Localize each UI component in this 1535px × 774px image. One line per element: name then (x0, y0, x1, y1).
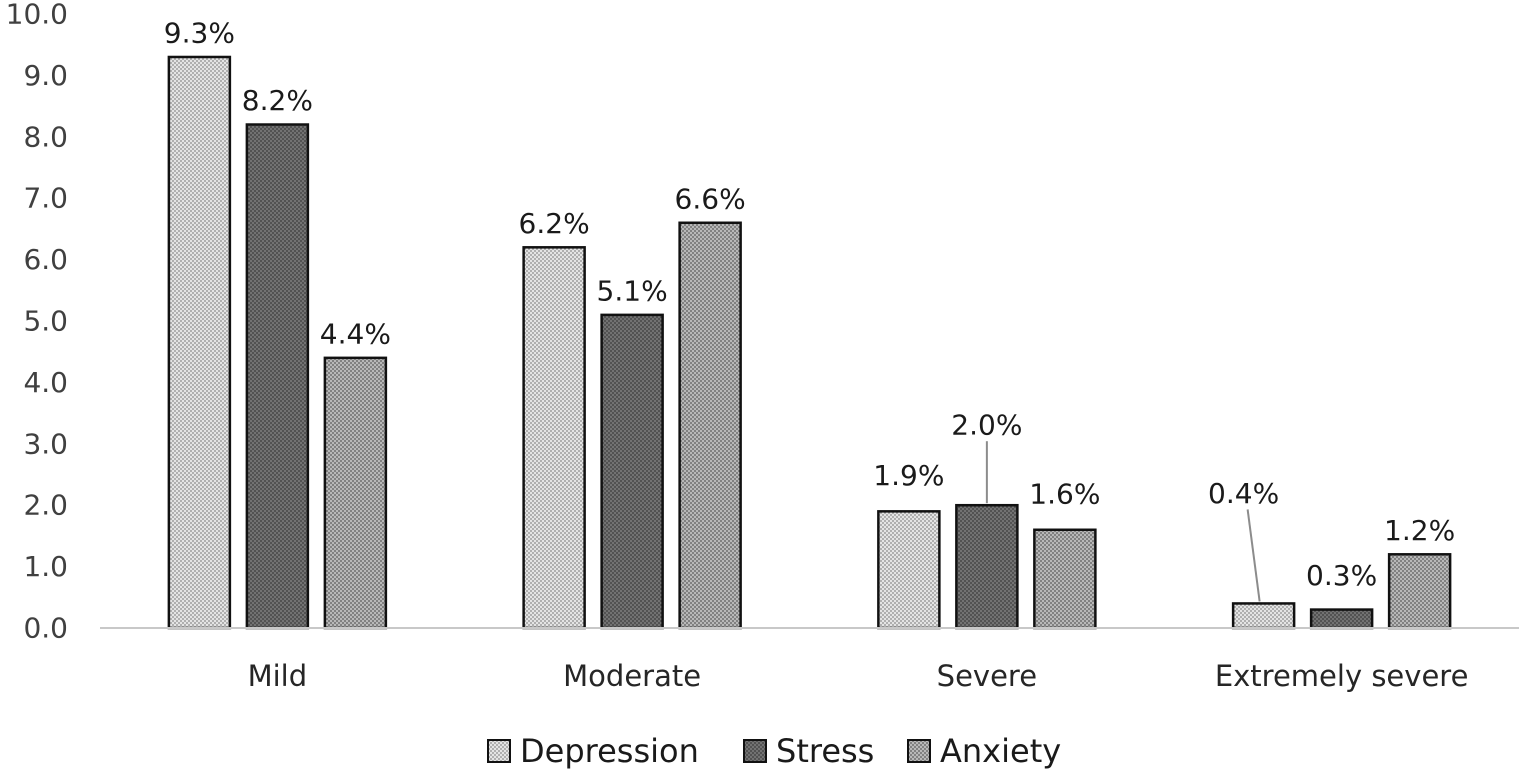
bars (167, 55, 1452, 630)
x-tick-label: Moderate (563, 659, 701, 693)
y-tick-label: 4.0 (23, 366, 68, 399)
leader-line (1246, 509, 1261, 602)
bar-depression (167, 55, 232, 630)
data-label: 2.0% (951, 409, 1022, 442)
data-label: 0.4% (1208, 477, 1279, 510)
x-tick-label: Extremely severe (1215, 659, 1469, 693)
data-label: 1.2% (1384, 514, 1455, 547)
legend-label-depression: Depression (520, 732, 699, 770)
y-tick-label: 6.0 (23, 243, 68, 276)
bar-depression (522, 246, 586, 630)
legend-label-anxiety: Anxiety (940, 732, 1061, 770)
x-tick-label: Mild (248, 659, 308, 693)
leader-lines (985, 441, 1261, 602)
y-tick-label: 10.0 (6, 0, 68, 31)
bar-stress (245, 123, 310, 630)
y-axis: 0.0 1.0 2.0 3.0 4.0 5.0 6.0 7.0 8.0 9.0 10.0 (6, 0, 68, 645)
data-label: 6.2% (519, 207, 590, 240)
data-label: 4.4% (320, 317, 391, 350)
bar-anxiety (1387, 553, 1452, 630)
bar-depression (1231, 602, 1296, 630)
legend-label-stress: Stress (776, 732, 874, 770)
data-label: 1.6% (1029, 477, 1100, 510)
y-tick-label: 9.0 (23, 59, 68, 92)
data-label: 6.6% (675, 182, 746, 215)
bar-stress (600, 313, 664, 630)
bar-stress (1309, 608, 1374, 630)
y-tick-label: 7.0 (23, 182, 68, 215)
data-labels: 9.3% 8.2% 4.4% 6.2% 5.1% 6.6% 1.9%2.0% 1.6% 0.4%… (164, 16, 1455, 592)
x-tick-label: Severe (937, 659, 1037, 693)
bar-anxiety (323, 356, 388, 630)
bar-anxiety (678, 221, 742, 630)
x-axis: Mild Moderate Severe Extremely severe (100, 627, 1519, 693)
data-label: 8.2% (242, 84, 313, 117)
y-tick-label: 3.0 (23, 427, 68, 460)
data-label: 9.3% (164, 16, 235, 49)
legend-swatch-anxiety (907, 739, 931, 763)
data-label: 5.1% (597, 274, 668, 307)
data-label: 1.9% (873, 459, 944, 492)
data-label: 0.3% (1306, 559, 1377, 592)
bar-depression (877, 510, 941, 630)
legend: Depression Stress Anxiety (487, 732, 1061, 770)
y-tick-label: 5.0 (23, 305, 68, 338)
y-tick-label: 2.0 (23, 489, 68, 522)
bar-stress (955, 503, 1019, 630)
legend-swatch-stress (743, 739, 767, 763)
legend-swatch-depression (487, 739, 511, 763)
y-tick-label: 8.0 (23, 120, 68, 153)
y-tick-label: 1.0 (23, 550, 68, 583)
bar-anxiety (1033, 528, 1097, 630)
y-tick-label: 0.0 (23, 612, 68, 645)
